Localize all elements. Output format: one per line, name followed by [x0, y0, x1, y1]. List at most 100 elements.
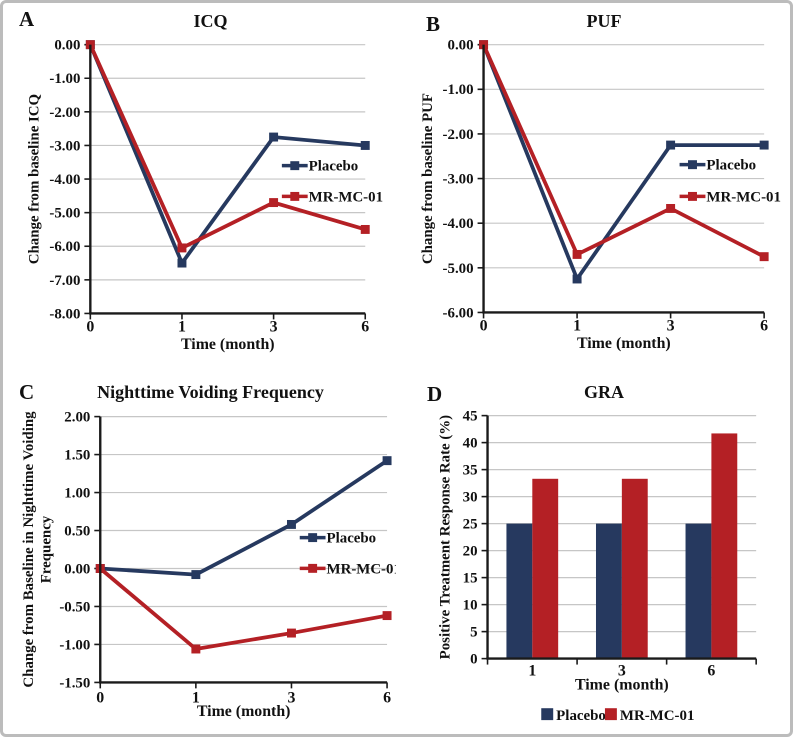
series-line-mr-mc-01 — [481, 43, 765, 259]
y-tick-label: 0 — [470, 652, 477, 668]
y-tick-label: 0.50 — [64, 523, 90, 539]
chart-canvas-puf: 0.00 -1.00 -2.00 -3.00 -4.00 -5.00 -6.00 0 1 3 6 Ti… — [420, 38, 781, 353]
y-axis-label: Frequency — [39, 515, 55, 583]
y-axis-label: Positive Treatment Response Rate (%) — [438, 415, 454, 659]
chart-title-icq: ICQ — [193, 11, 228, 31]
data-point-mr-mc-01 — [360, 224, 370, 234]
y-tick-label: 35 — [463, 463, 478, 479]
data-point-mr-mc-01 — [177, 243, 187, 253]
legend-marker-placebo — [308, 533, 318, 543]
data-point-placebo — [572, 274, 582, 284]
chart-canvas-gra: 45 40 35 30 25 20 15 10 5 0 1 3 6 Time (month) Positiv… — [438, 409, 757, 724]
x-tick-label: 1 — [528, 662, 536, 679]
bar-placebo — [595, 523, 622, 659]
data-point-mr-mc-01 — [666, 203, 676, 213]
x-axis-label: Time (month) — [577, 335, 671, 352]
legend-swatch-mr-mc-01 — [604, 708, 617, 721]
legend-marker-mr-mc-01 — [688, 191, 697, 201]
chart-canvas-nighttime-voiding: 2.00 1.50 1.00 0.50 0.00 -0.50 -1.00 -1.50 0 1 3 6 T… — [21, 410, 396, 721]
y-axis-label: Change from baseline ICQ — [27, 94, 43, 264]
legend-label-placebo: Placebo — [309, 159, 359, 175]
y-tick-label: -4.00 — [443, 216, 474, 232]
y-tick-label: -7.00 — [49, 273, 80, 289]
bar-mr-mc-01 — [621, 478, 648, 659]
data-point-mr-mc-01 — [191, 644, 201, 654]
chart-canvas-icq: 0.00 -1.00 -2.00 -3.00 -4.00 -5.00 -6.00 -7.00 -… — [27, 38, 383, 354]
chart-title-gra: GRA — [584, 382, 624, 402]
x-axis-label: Time (month) — [197, 703, 291, 720]
y-tick-label: 1.00 — [64, 486, 90, 502]
y-tick-label: -5.00 — [443, 261, 474, 277]
y-tick-label: -3.00 — [443, 172, 474, 188]
legend-label-mr-mc-01: MR-MC-01 — [309, 189, 383, 205]
y-tick-label: -3.00 — [49, 138, 80, 154]
data-point-mr-mc-01 — [382, 611, 392, 621]
y-tick-label: -6.00 — [443, 305, 474, 321]
x-tick-label: 1 — [573, 317, 581, 334]
panel-letter-d: D — [427, 382, 443, 406]
x-tick-label: 0 — [86, 318, 94, 335]
y-tick-label: 0.00 — [448, 38, 474, 54]
legend-marker-placebo — [290, 161, 300, 171]
y-tick-label: -1.00 — [443, 82, 474, 98]
x-tick-label: 6 — [383, 689, 391, 706]
series-line-placebo — [481, 43, 765, 283]
y-tick-label: 40 — [463, 436, 478, 452]
series-line-placebo — [88, 43, 366, 267]
panel-c-nighttime-voiding: C Nighttime Voiding Frequency 2.00 1.50 1.… — [3, 368, 396, 734]
legend-label-mr-mc-01: MR-MC-01 — [706, 189, 781, 205]
y-tick-label: 1.50 — [64, 448, 90, 464]
y-tick-label: 0.00 — [64, 561, 90, 577]
legend-label-placebo: Placebo — [556, 708, 606, 724]
chart-title-puf: PUF — [586, 11, 622, 31]
legend-label-mr-mc-01: MR-MC-01 — [620, 708, 695, 724]
series-line-mr-mc-01 — [88, 43, 366, 251]
legend-label-mr-mc-01: MR-MC-01 — [327, 561, 396, 577]
y-tick-label: 30 — [463, 490, 478, 506]
legend-marker-mr-mc-01 — [290, 191, 300, 201]
panel-letter-a: A — [19, 7, 35, 31]
legend-label-placebo: Placebo — [706, 158, 756, 174]
panel-d-gra: D GRA 45 40 35 30 25 20 15 10 5 0 1 3 6 Time (month) P… — [396, 368, 790, 734]
data-point-mr-mc-01 — [572, 249, 582, 259]
y-tick-label: 10 — [463, 598, 478, 614]
y-tick-label: -4.00 — [49, 172, 80, 188]
bar-mr-mc-01 — [711, 433, 738, 659]
y-tick-label: -5.00 — [49, 206, 80, 222]
legend-label-placebo: Placebo — [327, 531, 377, 547]
data-point-mr-mc-01 — [269, 198, 279, 208]
data-point-placebo — [382, 456, 392, 466]
legend-marker-mr-mc-01 — [308, 563, 318, 573]
data-point-placebo — [191, 570, 201, 580]
y-tick-label: 20 — [463, 544, 478, 560]
y-tick-label: 2.00 — [64, 410, 90, 426]
y-tick-label: -1.50 — [59, 675, 90, 691]
panel-letter-c: C — [19, 380, 35, 404]
data-point-mr-mc-01 — [759, 252, 769, 262]
data-point-mr-mc-01 — [286, 628, 296, 638]
x-axis-label: Time (month) — [575, 676, 669, 693]
x-tick-label: 1 — [192, 689, 200, 706]
x-tick-label: 3 — [270, 318, 278, 335]
data-point-placebo — [269, 132, 279, 142]
x-tick-label: 0 — [480, 317, 488, 334]
y-axis-label: Change from Baseline in Nighttime Voidin… — [21, 411, 37, 688]
y-tick-label: -8.00 — [49, 306, 80, 322]
series-line-mr-mc-01 — [99, 567, 388, 652]
chart-title-nighttime-voiding: Nighttime Voiding Frequency — [97, 382, 324, 402]
y-tick-label: -6.00 — [49, 239, 80, 255]
bar-placebo — [506, 523, 533, 659]
y-tick-label: -2.00 — [49, 105, 80, 121]
x-tick-label: 6 — [361, 318, 369, 335]
panel-letter-b: B — [426, 12, 441, 36]
x-tick-label: 3 — [667, 317, 675, 334]
bar-mr-mc-01 — [532, 478, 559, 659]
x-tick-label: 6 — [707, 662, 715, 679]
y-axis-label: Change from baseline PUF — [420, 93, 436, 264]
x-tick-label: 0 — [96, 689, 104, 706]
y-tick-label: 0.00 — [54, 38, 80, 54]
y-tick-label: 5 — [470, 625, 477, 641]
data-point-placebo — [759, 140, 769, 150]
series-line-placebo — [100, 459, 389, 577]
